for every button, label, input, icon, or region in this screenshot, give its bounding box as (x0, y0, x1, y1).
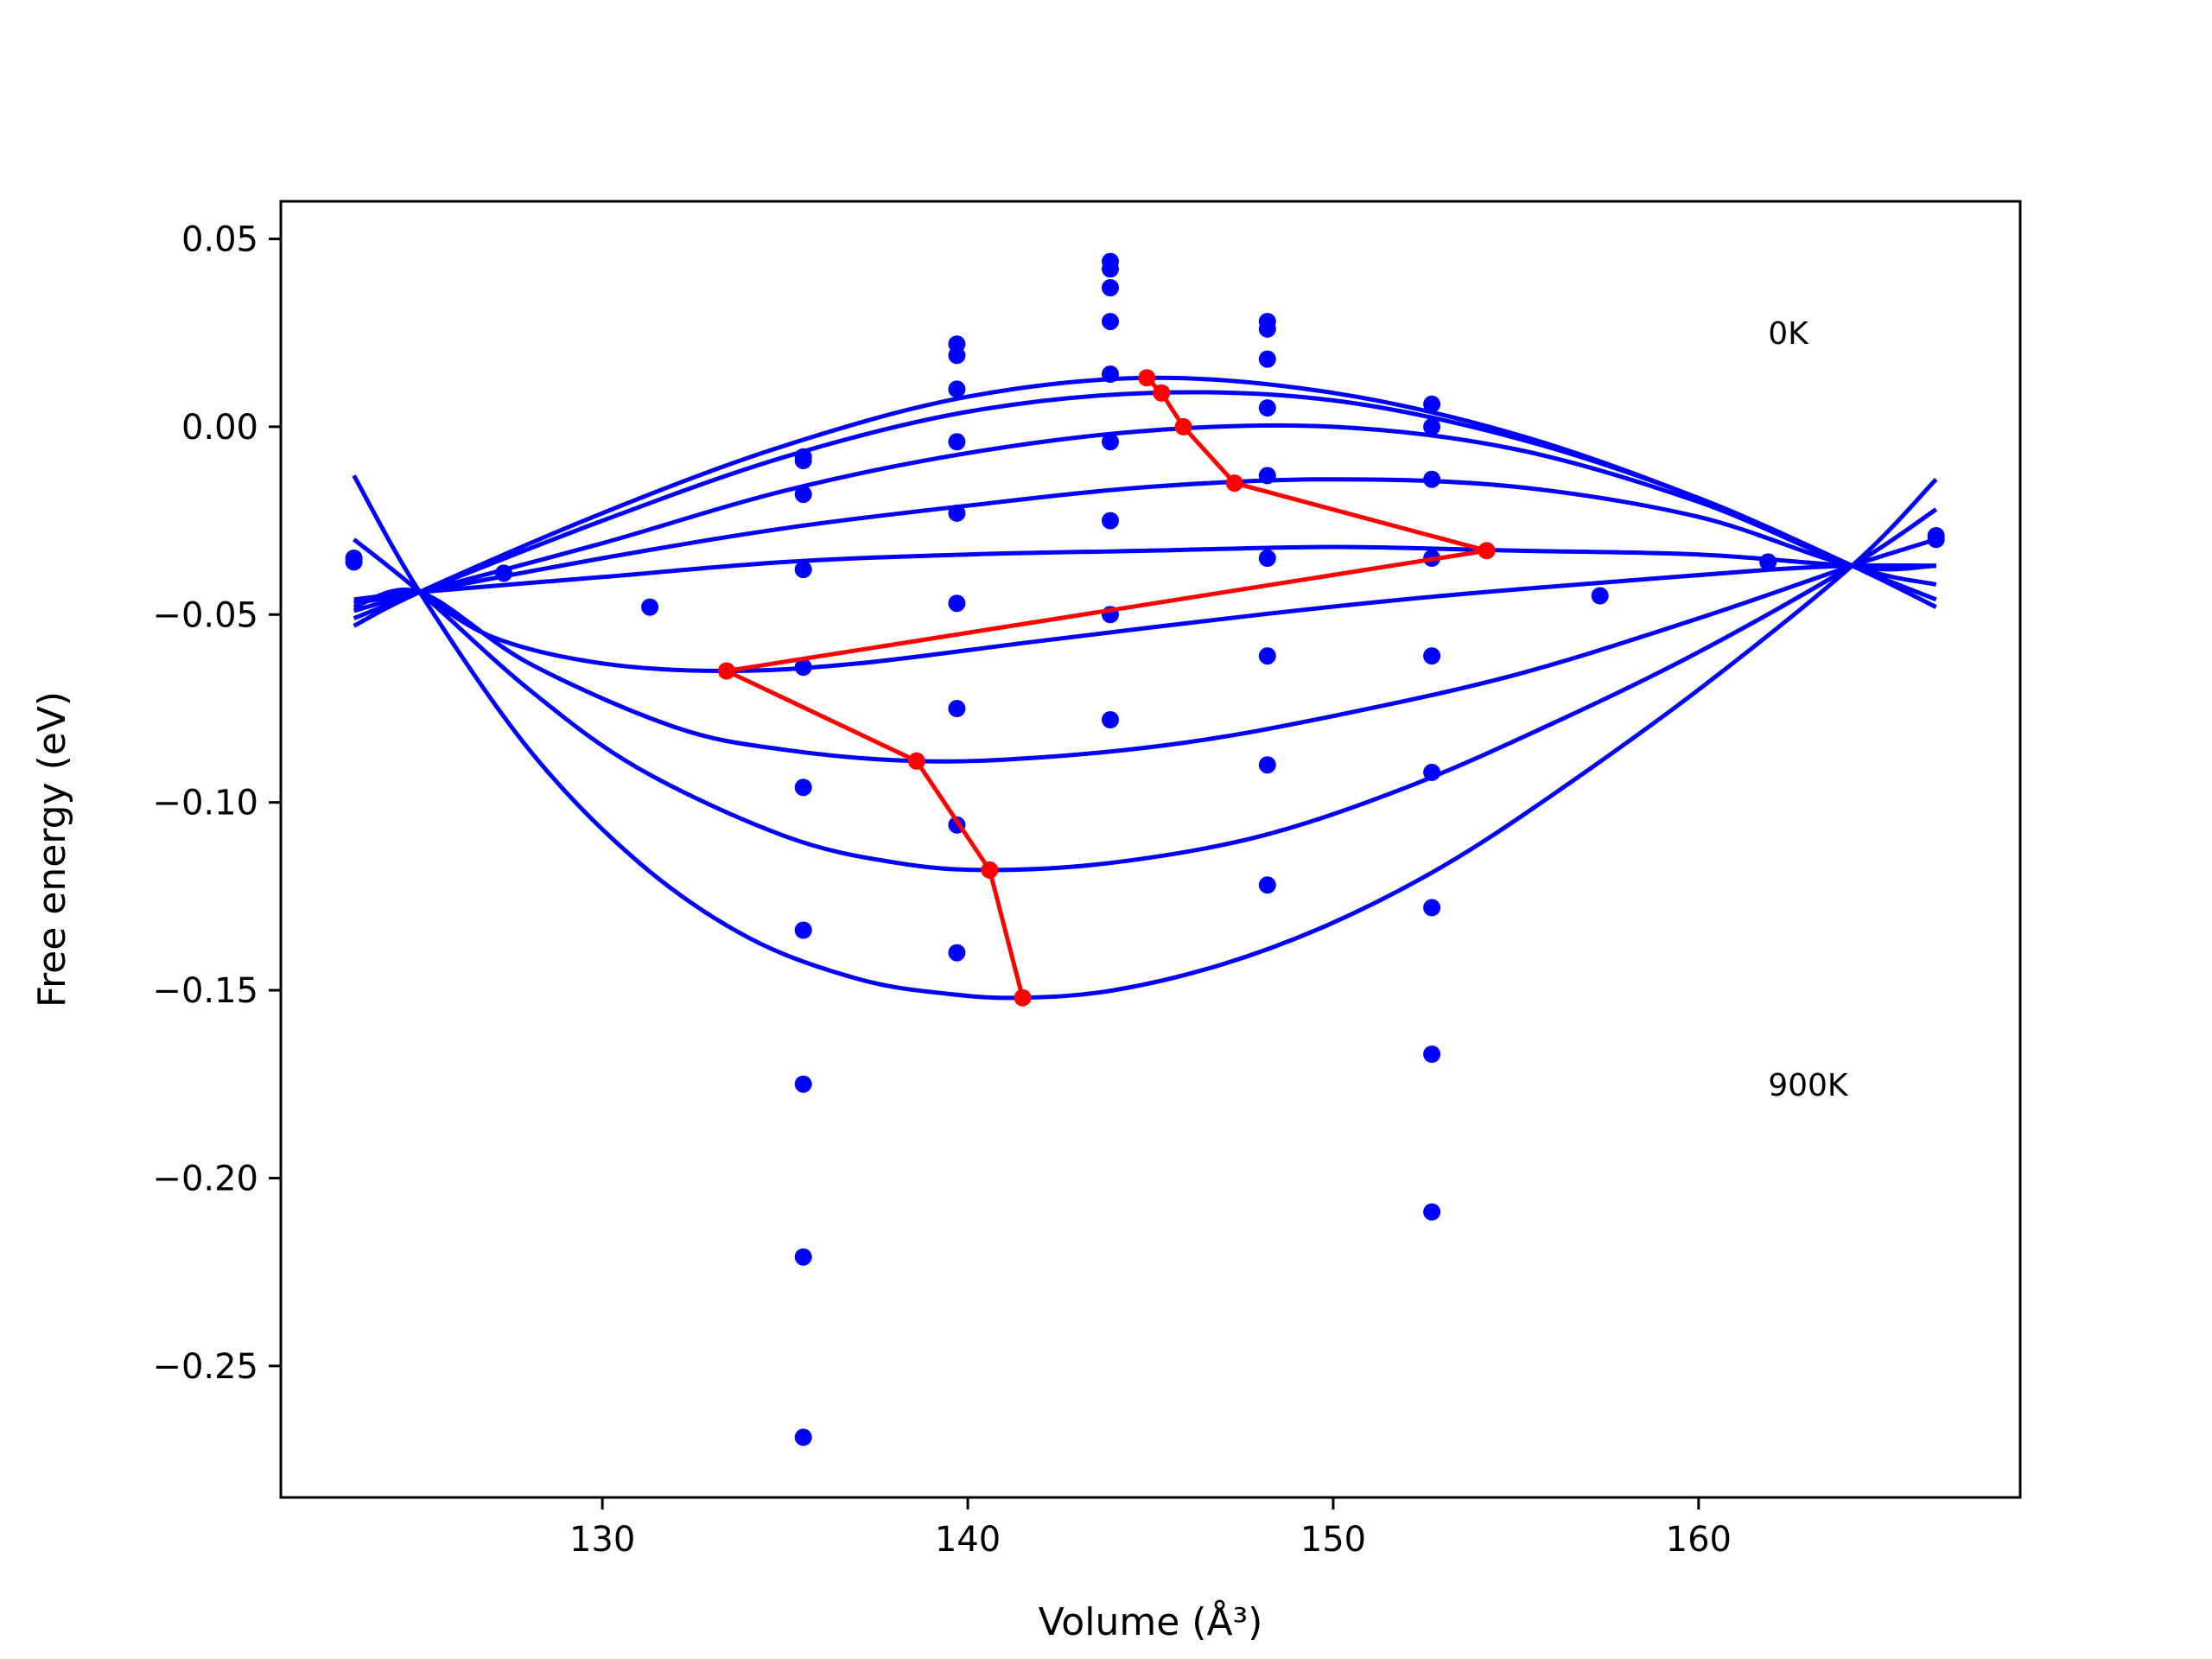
y-tick-label: 0.00 (181, 408, 258, 448)
data-point (1258, 350, 1276, 368)
points-layer (345, 252, 1945, 1446)
data-point (948, 700, 966, 717)
minimum-point (1225, 474, 1243, 493)
fit-curve-3 (353, 423, 1937, 613)
y-tick-label: 0.05 (181, 219, 258, 259)
data-point (1423, 899, 1441, 917)
data-point (948, 346, 966, 365)
data-point (495, 564, 512, 582)
data-point (794, 658, 812, 677)
axes-layer (279, 200, 2022, 1499)
y-axis-label: Free energy (eV) (30, 691, 74, 1007)
data-point (1258, 550, 1276, 567)
y-tick-label: −0.05 (152, 595, 258, 635)
data-point (1258, 876, 1276, 894)
data-point (1102, 365, 1119, 383)
data-point (345, 553, 363, 571)
minimum-point (907, 752, 925, 770)
data-point (1102, 711, 1119, 728)
data-point (1591, 587, 1609, 605)
data-point (1102, 313, 1119, 331)
x-tick-label: 150 (1300, 1520, 1366, 1560)
minimum-point (717, 662, 735, 680)
annotations-layer: 0K 900K (1768, 316, 1849, 1103)
data-point (1258, 756, 1276, 774)
data-point (1423, 1046, 1441, 1063)
minimum-point (1153, 384, 1171, 402)
plot-frame (279, 200, 2022, 1499)
data-point (1423, 470, 1441, 488)
annotation-1: 0K (1768, 316, 1809, 352)
data-point (1258, 320, 1276, 338)
y-tick-label: −0.20 (152, 1159, 258, 1198)
data-point (1423, 417, 1441, 435)
data-point (794, 1248, 812, 1266)
data-point (1927, 527, 1945, 544)
minima-layer (717, 369, 1496, 1007)
data-point (1102, 512, 1119, 530)
minimum-point (981, 861, 999, 879)
fit-curve-5 (353, 544, 1936, 602)
data-point (1759, 553, 1777, 571)
data-point (948, 433, 966, 451)
data-point (1423, 395, 1441, 413)
data-point (794, 452, 812, 469)
y-tick-label: −0.25 (152, 1347, 258, 1387)
data-point (1258, 647, 1276, 665)
data-point (1102, 279, 1119, 296)
fit-curve-8 (353, 507, 1938, 873)
data-point (1423, 763, 1441, 781)
annotation-2: 900K (1768, 1068, 1849, 1103)
minimum-point (1014, 988, 1032, 1007)
data-point (948, 944, 966, 962)
y-tick-label: −0.15 (152, 971, 258, 1011)
data-point (641, 598, 659, 616)
minimum-point (1478, 542, 1496, 560)
x-axis-label: Volume (Å³) (1039, 1599, 1263, 1644)
data-point (1423, 1203, 1441, 1221)
x-tick-label: 160 (1666, 1520, 1732, 1560)
minimum-point (1138, 369, 1156, 387)
fit-curve-2 (353, 390, 1937, 620)
data-point (1102, 260, 1119, 278)
data-point (794, 486, 812, 504)
data-point (1102, 433, 1119, 451)
data-point (1258, 467, 1276, 485)
data-point (948, 504, 966, 522)
data-point (794, 1428, 812, 1446)
fit-curve-4 (353, 477, 1936, 606)
fit-curve-6 (418, 563, 1936, 674)
data-point (794, 779, 812, 797)
ticks-layer: 130 140 150 160 0.05 0.00 −0.05 −0.10 −0.15 −0.20… (152, 219, 1732, 1560)
data-point (948, 380, 966, 398)
x-tick-label: 130 (569, 1520, 635, 1560)
data-point (794, 561, 812, 579)
y-tick-label: −0.10 (152, 784, 258, 823)
fit-curve-9 (352, 474, 1938, 1001)
data-point (1258, 399, 1276, 417)
fit-curve-7 (353, 537, 1937, 764)
data-point (948, 594, 966, 613)
data-point (1423, 647, 1441, 665)
x-axis-label-text: Volume (1039, 1600, 1180, 1644)
x-tick-label: 140 (935, 1520, 1001, 1560)
curves-layer (352, 375, 1938, 1001)
data-point (794, 1075, 812, 1093)
data-point (794, 921, 812, 939)
minimum-point (1174, 417, 1192, 435)
x-axis-label-unit: (Å³) (1192, 1599, 1262, 1644)
